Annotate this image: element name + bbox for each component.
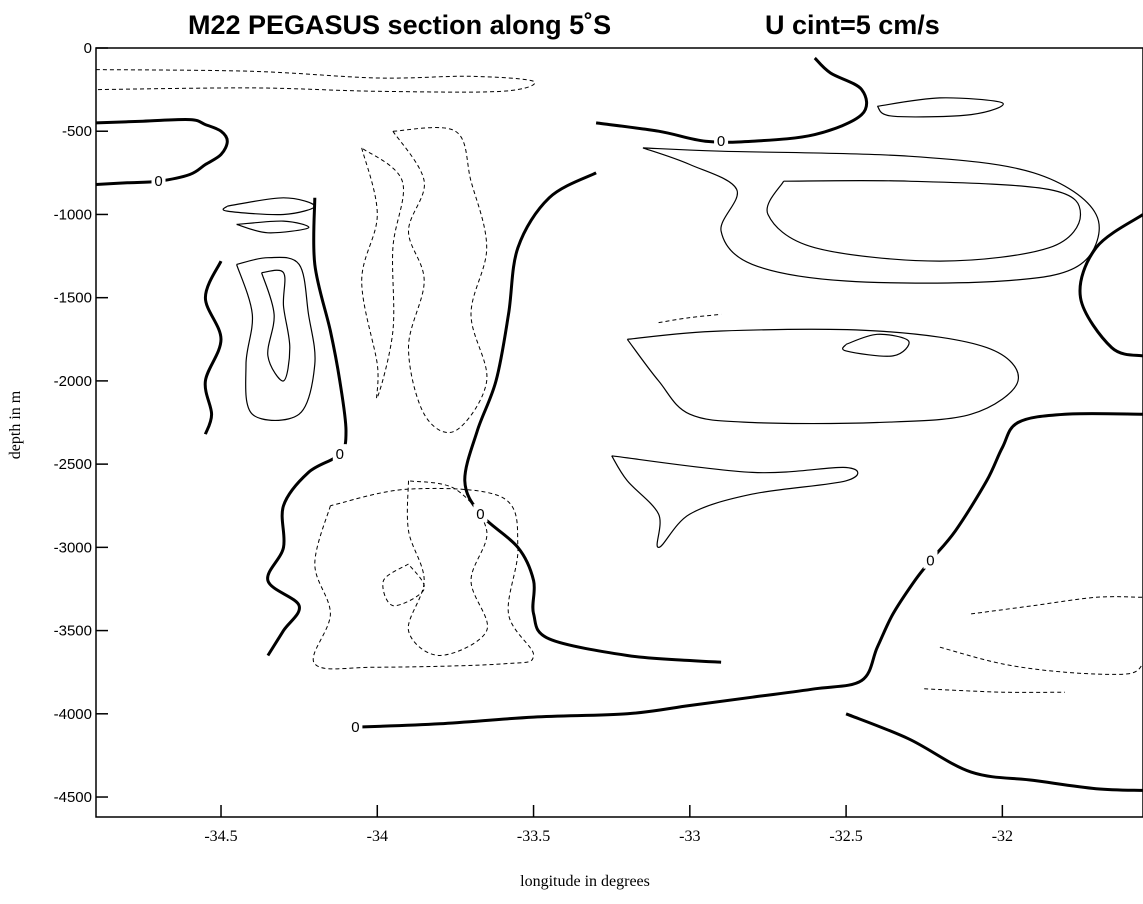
zero-label-background bbox=[151, 171, 166, 190]
positive-contour bbox=[842, 333, 910, 357]
negative-contour bbox=[392, 127, 488, 434]
negative-contour bbox=[312, 487, 535, 670]
positive-contour bbox=[261, 269, 291, 382]
zero-contour-label: 0 bbox=[336, 446, 344, 463]
zero-contour bbox=[595, 56, 869, 144]
zero-contour bbox=[463, 171, 722, 664]
zero-label-background bbox=[923, 550, 938, 569]
negative-contour bbox=[924, 688, 1065, 693]
y-tick-label: -4500 bbox=[54, 789, 92, 806]
chart-title: M22 PEGASUS section along 5˚S bbox=[188, 10, 611, 40]
zero-contour-label: 0 bbox=[476, 506, 484, 523]
positive-contour bbox=[236, 256, 316, 422]
zero-label-background bbox=[332, 444, 347, 463]
y-tick-label: -1000 bbox=[54, 206, 92, 223]
contour-layer bbox=[95, 56, 1143, 792]
zero-contour-label: 0 bbox=[154, 173, 162, 190]
y-tick-label: -3500 bbox=[54, 623, 92, 640]
y-tick-label: -3000 bbox=[54, 539, 92, 556]
zero-contour bbox=[266, 197, 348, 657]
zero-label-background bbox=[348, 717, 363, 736]
positive-contour bbox=[611, 455, 859, 548]
x-tick-label: -34 bbox=[367, 828, 388, 845]
y-tick-label: 0 bbox=[84, 40, 92, 57]
y-tick-label: -1500 bbox=[54, 290, 92, 307]
zero-contour-labels: 0 0 0 0 0 0 bbox=[151, 131, 938, 736]
negative-contour bbox=[361, 147, 404, 399]
y-axis-label: depth in m bbox=[7, 390, 24, 459]
chart-subtitle: U cint=5 cm/s bbox=[765, 10, 940, 40]
negative-contour bbox=[939, 646, 1143, 675]
negative-contour bbox=[95, 69, 536, 93]
zero-label-background bbox=[714, 131, 729, 150]
x-axis: -34.5 -34 -33.5 -33 -32.5 -32 bbox=[204, 805, 1013, 845]
positive-contour bbox=[766, 179, 1082, 262]
zero-contour bbox=[203, 260, 223, 435]
x-axis-label: longitude in degrees bbox=[520, 873, 650, 890]
positive-contour bbox=[626, 328, 1019, 425]
positive-contour bbox=[236, 220, 310, 234]
y-axis: 0 -500 -1000 -1500 -2000 -2500 -3000 -3500 -4000… bbox=[54, 40, 108, 806]
y-tick-label: -4000 bbox=[54, 706, 92, 723]
negative-contour bbox=[658, 313, 722, 324]
zero-contour-label: 0 bbox=[717, 133, 725, 150]
negative-contour bbox=[382, 563, 425, 607]
plot-frame bbox=[95, 47, 1143, 818]
x-tick-label: -34.5 bbox=[204, 828, 237, 845]
zero-contour-label: 0 bbox=[351, 719, 359, 736]
zero-contour bbox=[845, 712, 1143, 792]
y-tick-label: -500 bbox=[62, 123, 92, 140]
y-tick-label: -2500 bbox=[54, 456, 92, 473]
positive-contour bbox=[642, 147, 1100, 284]
zero-contour-label: 0 bbox=[926, 553, 934, 570]
y-tick-label: -2000 bbox=[54, 373, 92, 390]
negative-contour bbox=[971, 596, 1143, 615]
positive-contour bbox=[876, 97, 1004, 118]
positive-contour bbox=[222, 197, 316, 216]
zero-contour bbox=[1078, 213, 1143, 358]
x-tick-label: -33.5 bbox=[517, 828, 550, 845]
zero-contour bbox=[355, 412, 1143, 729]
zero-label-background bbox=[473, 504, 488, 523]
x-tick-label: -32 bbox=[992, 828, 1013, 845]
x-tick-label: -33 bbox=[679, 828, 700, 845]
x-tick-label: -32.5 bbox=[829, 828, 862, 845]
